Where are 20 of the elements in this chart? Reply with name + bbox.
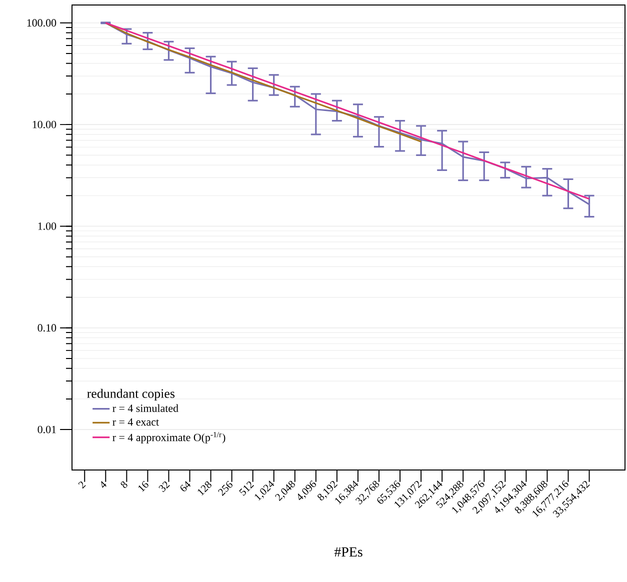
x-tick-label: 2	[78, 482, 86, 489]
x-tick-label: 128	[198, 481, 212, 496]
y-tick-label: 0.10	[38, 324, 56, 332]
x-tick-label: 8	[120, 481, 128, 488]
x-tick-label: 512	[239, 482, 254, 496]
x-tick-label: 32	[158, 482, 170, 492]
y-tick-label: 10.00	[32, 120, 56, 128]
y-tick-label: 0.01	[38, 426, 56, 434]
x-tick-label: 256	[218, 480, 232, 496]
legend-label: r = 4 simulated	[112, 404, 178, 412]
y-tick-label: 100.00	[27, 19, 56, 27]
legend-title: redundant copies	[87, 388, 175, 401]
y-tick-label: 1.00	[38, 222, 56, 230]
x-tick-label: 16	[138, 480, 148, 492]
x-tick-label: 64	[180, 481, 191, 492]
line-series	[104, 22, 422, 142]
legend-label: r = 4 exact	[112, 418, 159, 426]
x-axis-title: #PEs	[334, 547, 362, 557]
legend-label: r = 4 approximate O(p$^{-1/r}$)	[112, 432, 226, 444]
x-tick-label: 4	[101, 481, 106, 488]
